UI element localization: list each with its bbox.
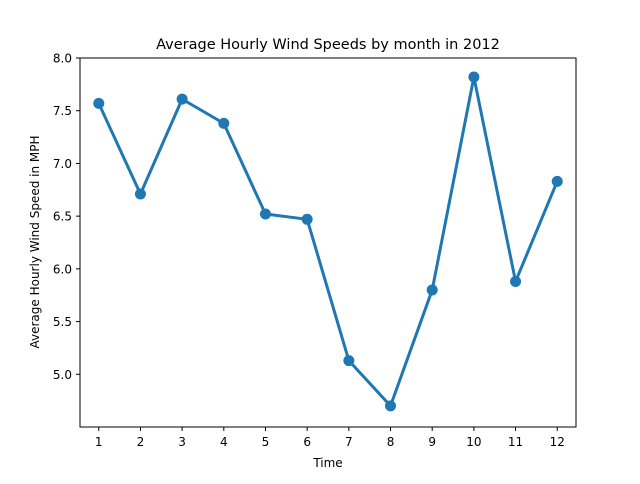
x-tick-label: 12 — [550, 435, 565, 449]
data-point — [134, 188, 146, 200]
wind-speed-series — [93, 71, 563, 412]
y-tick-label: 6.5 — [53, 210, 72, 224]
chart-title: Average Hourly Wind Speeds by month in 2… — [156, 37, 500, 53]
x-tick-label: 2 — [137, 435, 145, 449]
x-tick-label: 5 — [262, 435, 270, 449]
x-tick-label: 4 — [220, 435, 228, 449]
x-tick-label: 10 — [466, 435, 481, 449]
data-point — [551, 175, 563, 187]
x-tick-label: 9 — [428, 435, 436, 449]
x-tick-label: 6 — [303, 435, 311, 449]
x-tick-label: 8 — [387, 435, 395, 449]
y-axis-label: Average Hourly Wind Speed in MPH — [28, 135, 42, 348]
x-axis: 1 2 3 4 5 6 7 8 9 10 11 12 — [95, 427, 565, 449]
y-tick-label: 5.5 — [53, 315, 72, 329]
data-point — [259, 208, 271, 220]
y-tick-label: 6.0 — [53, 262, 72, 276]
x-tick-label: 7 — [345, 435, 353, 449]
data-point — [93, 97, 105, 109]
x-axis-label: Time — [312, 456, 342, 470]
y-tick-label: 8.0 — [53, 52, 72, 66]
x-tick-label: 1 — [95, 435, 103, 449]
y-tick-label: 5.0 — [53, 368, 72, 382]
x-tick-label: 3 — [178, 435, 186, 449]
series-line — [97, 75, 559, 408]
data-point — [218, 117, 230, 129]
data-point — [301, 213, 313, 225]
y-tick-label: 7.5 — [53, 104, 72, 118]
y-axis: 5.0 5.5 6.0 6.5 7.0 7.5 8.0 — [53, 52, 80, 382]
y-tick-label: 7.0 — [53, 157, 72, 171]
data-point — [468, 71, 480, 83]
data-point — [510, 276, 522, 288]
data-point — [385, 400, 397, 412]
data-point — [176, 93, 188, 105]
x-tick-label: 11 — [508, 435, 523, 449]
plot-frame — [79, 57, 577, 428]
data-point — [343, 355, 355, 367]
data-point — [426, 284, 438, 296]
